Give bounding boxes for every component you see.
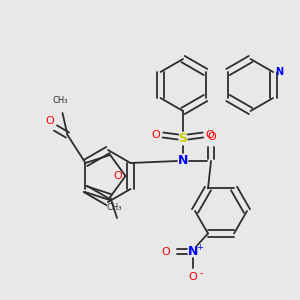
Text: CH₃: CH₃ [53,96,68,105]
Text: N: N [188,245,198,258]
Text: N: N [178,154,188,167]
Text: O: O [206,130,214,140]
Text: N: N [275,67,283,77]
Text: -: - [199,268,203,278]
Text: O: O [162,247,170,256]
Text: O: O [189,272,197,281]
Text: S: S [178,133,188,146]
Text: O: O [113,171,122,181]
Text: O: O [45,116,54,126]
Text: +: + [196,243,203,252]
Text: O: O [152,130,160,140]
Text: O: O [208,132,216,142]
Text: CH₃: CH₃ [106,203,122,212]
